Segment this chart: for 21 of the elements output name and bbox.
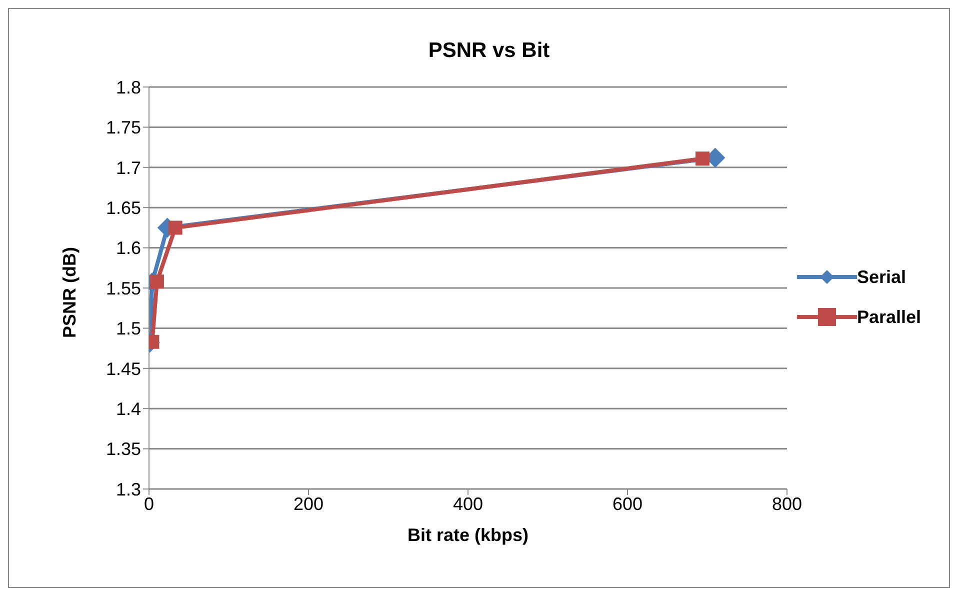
chart-title: PSNR vs Bit — [427, 39, 551, 63]
legend-label: Serial — [857, 266, 906, 289]
y-tick-label: 1.4 — [116, 398, 141, 419]
x-tick-label: 800 — [772, 494, 802, 514]
x-axis-title: Bit rate (kbps) — [407, 525, 529, 545]
y-tick-label: 1.7 — [116, 158, 141, 178]
y-axis-title: PSNR (dB) — [59, 247, 80, 338]
x-tick-label: 0 — [144, 494, 154, 514]
x-tick-label: 600 — [612, 494, 643, 514]
y-tick-label: 1.6 — [116, 238, 141, 258]
y-tick-label: 1.55 — [106, 278, 141, 298]
y-tick-label: 1.3 — [116, 479, 141, 500]
y-tick-label: 1.35 — [106, 439, 141, 460]
y-tick-label: 1.75 — [106, 118, 141, 138]
y-tick-label: 1.5 — [116, 318, 141, 339]
x-tick-label: 200 — [293, 494, 324, 514]
legend-label: Parallel — [857, 306, 922, 329]
y-tick-label: 1.45 — [106, 358, 141, 379]
y-tick-label: 1.8 — [116, 77, 141, 98]
y-tick-label: 1.65 — [106, 198, 141, 218]
x-tick-label: 400 — [452, 494, 484, 514]
